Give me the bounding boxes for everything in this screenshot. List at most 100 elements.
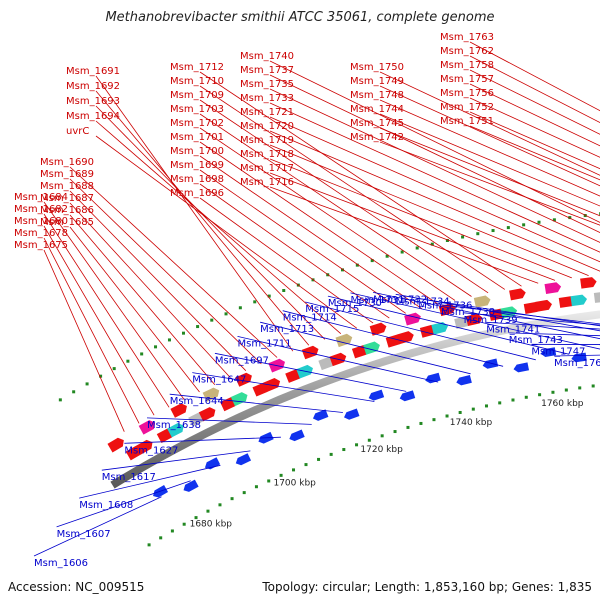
forward-gene-label: Msm_1718 [240,149,294,160]
forward-leader-line [269,172,556,281]
forward-leader-line [269,144,589,276]
forward-leader-line [69,178,262,365]
reverse-gene-label: Msm_1627 [124,445,178,456]
forward-leader-line [379,99,600,197]
tick-dot [282,288,286,292]
forward-feature [535,299,552,312]
tick-dot [458,410,462,414]
forward-feature [580,277,597,289]
reverse-leader-line [237,336,439,383]
forward-feature [138,420,156,435]
reverse-leader-line [214,352,407,392]
forward-leader-line [199,113,472,297]
forward-leader-line [95,120,342,335]
forward-leader-line [469,97,600,158]
tick-dot [182,522,186,526]
tick-dot [578,386,582,390]
forward-gene-label: Msm_1685 [40,217,94,228]
forward-gene-label: Msm_1675 [14,240,68,251]
forward-gene-label: Msm_1749 [350,76,404,87]
reverse-leader-line [508,332,600,337]
reverse-feature [368,389,385,401]
forward-feature [125,445,143,461]
tick-dot [267,294,271,298]
reverse-gene-label: Msm_1739 [464,315,518,326]
forward-leader-line [199,155,423,310]
reverse-feature [204,457,221,470]
tick-dot [196,325,200,329]
forward-leader-line [199,197,374,324]
tick-dot [167,338,171,342]
reverse-gene-label: Msm_1747 [531,346,585,357]
tick-dot [224,312,228,316]
tick-dot [147,543,151,547]
reverse-feature [425,372,441,384]
forward-gene-label: Msm_1698 [170,174,224,185]
forward-gene-label: Msm_1701 [170,132,224,143]
forward-gene-label: Msm_1740 [240,51,294,62]
tick-dot [154,345,158,349]
map-title: Methanobrevibacter smithii ATCC 35061, c… [105,10,495,25]
reverse-feature [513,362,530,373]
reverse-leader-line [463,312,600,326]
tick-dot [591,384,595,388]
forward-leader-line [199,71,522,287]
forward-feature [593,291,600,303]
tick-dot [445,238,449,242]
forward-gene-label: Msm_1733 [240,93,294,104]
tick-dot [524,395,528,399]
reverse-gene-label: Msm_1638 [147,420,201,431]
forward-leader-line [469,69,600,135]
tick-dot [419,421,423,425]
tick-dot [242,491,246,495]
reverse-gene-label: Msm_1617 [102,472,156,483]
reverse-leader-line [146,417,312,425]
forward-leader-line [69,202,231,378]
tick-dot [511,398,515,402]
tick-dot [85,382,89,386]
tick-dot [564,388,568,392]
reverse-leader-line [531,343,600,345]
forward-feature [268,358,286,373]
reverse-leader-line [350,292,600,350]
tick-dot [498,401,502,405]
tick-dot [112,367,116,371]
forward-feature [198,407,216,422]
tick-dot [72,390,76,394]
forward-gene-label: Msm_1719 [240,135,294,146]
reverse-leader-line [124,436,281,444]
forward-gene-label: Msm_1709 [170,90,224,101]
forward-gene-label: Msm_1756 [440,88,494,99]
forward-leader-line [69,166,278,358]
reverse-leader-line [486,321,600,330]
tick-dot [329,452,333,456]
tick-dot [430,242,434,246]
forward-leader-line [199,183,390,319]
reverse-leader-line [418,298,600,327]
tick-dot [552,218,556,222]
tick-dot [194,516,198,520]
tick-dot [484,404,488,408]
reverse-feature [312,409,329,421]
forward-feature [170,403,187,418]
tick-dot [380,434,384,438]
forward-gene-label: Msm_1716 [240,177,294,188]
tick-dot [461,235,465,239]
reverse-gene-label: Msm_1644 [170,396,224,407]
reverse-gene-label: Msm_1731 [351,295,405,306]
reverse-gene-label: Msm_1606 [34,558,88,569]
forward-feature [570,294,588,307]
forward-gene-label: uvrC [66,126,89,137]
reverse-leader-line [260,321,471,375]
forward-leader-line [269,60,600,223]
forward-gene-label: Msm_1684 [14,192,68,203]
forward-gene-label: Msm_1688 [40,181,94,192]
axis-kbp-label: 1740 kbp [450,418,493,428]
forward-feature [329,352,347,367]
forward-gene-label: Msm_1758 [440,60,494,71]
forward-leader-line [469,83,600,147]
forward-leader-line [69,226,200,393]
accession-text: Accession: NC_009515 [8,580,145,594]
reverse-feature [399,390,416,402]
forward-leader-line [95,75,294,352]
